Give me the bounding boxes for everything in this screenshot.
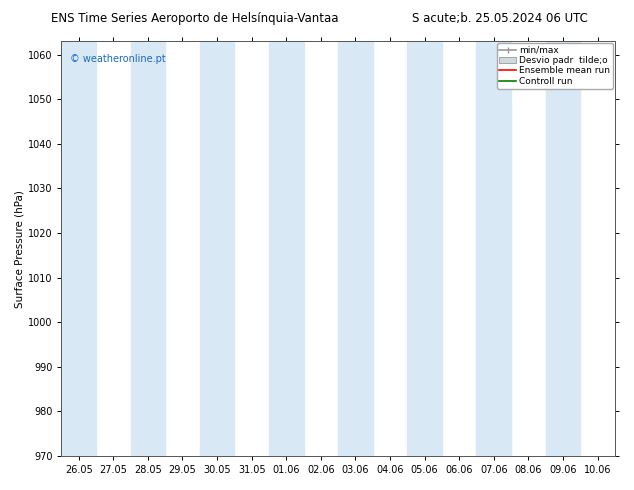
Bar bbox=[546, 41, 580, 456]
Bar bbox=[407, 41, 442, 456]
Bar bbox=[477, 41, 511, 456]
Bar bbox=[269, 41, 304, 456]
Bar bbox=[61, 41, 96, 456]
Legend: min/max, Desvio padr  tilde;o, Ensemble mean run, Controll run: min/max, Desvio padr tilde;o, Ensemble m… bbox=[497, 43, 613, 89]
Bar bbox=[131, 41, 165, 456]
Bar bbox=[338, 41, 373, 456]
Text: © weatheronline.pt: © weatheronline.pt bbox=[70, 54, 165, 64]
Text: ENS Time Series Aeroporto de Helsínquia-Vantaa: ENS Time Series Aeroporto de Helsínquia-… bbox=[51, 12, 338, 25]
Bar bbox=[200, 41, 235, 456]
Text: S acute;b. 25.05.2024 06 UTC: S acute;b. 25.05.2024 06 UTC bbox=[412, 12, 588, 25]
Y-axis label: Surface Pressure (hPa): Surface Pressure (hPa) bbox=[15, 190, 25, 308]
